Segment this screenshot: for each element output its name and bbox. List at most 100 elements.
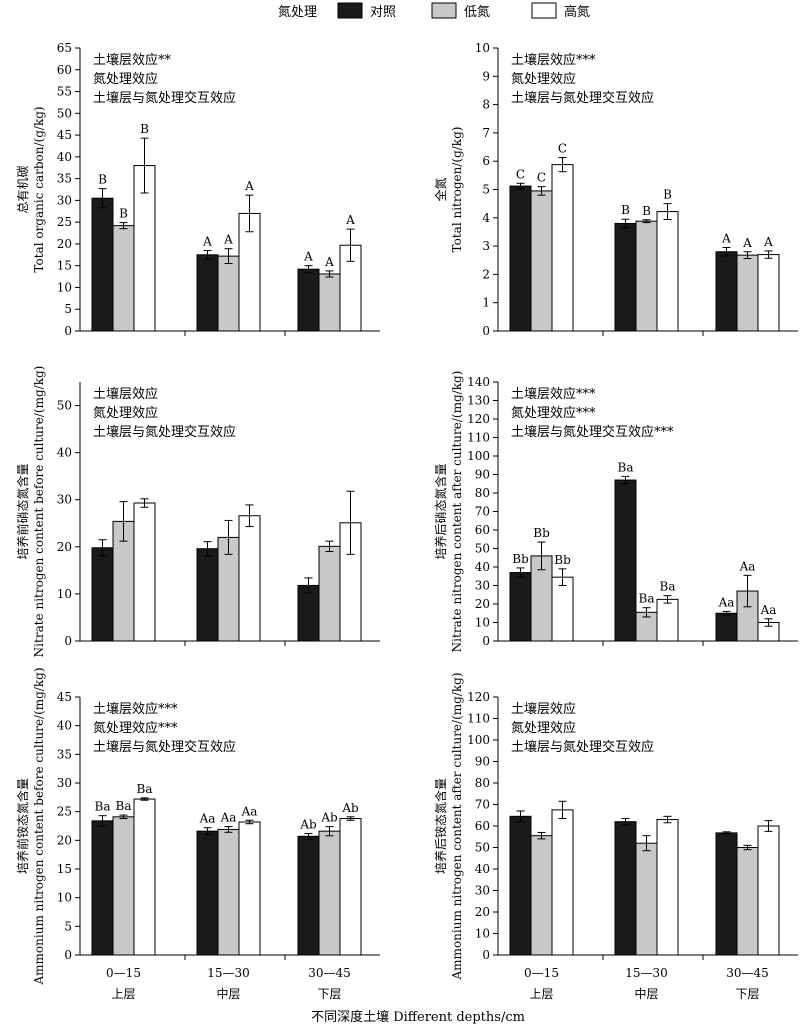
chart-panel: 0 5 10 15 20 25 30 35 40 45 50 55 60 65 总有机碳 Total orga…: [16, 41, 380, 338]
y-tick-label: 20: [57, 237, 72, 251]
y-tick-label: 35: [57, 747, 72, 761]
effect-annotation: 土壤层效应**: [93, 52, 172, 68]
y-tick-label: 55: [57, 85, 72, 99]
y-tick-label: 0: [64, 324, 72, 338]
bar: [133, 798, 156, 956]
y-tick-label: 110: [467, 712, 490, 726]
y-axis-label-en: Ammonium nitrogen content after culture/…: [450, 673, 464, 981]
significance-label: B: [98, 173, 107, 187]
y-tick-label: 5: [64, 302, 72, 316]
bar: [614, 222, 637, 332]
y-tick-label: 10: [475, 41, 490, 55]
y-tick-label: 0: [64, 948, 72, 962]
y-tick-label: 10: [57, 280, 72, 294]
bar: [656, 211, 679, 332]
bar: [530, 190, 553, 332]
effect-annotation: 氮处理效应***: [93, 720, 178, 736]
x-layer-label: 中层: [634, 986, 658, 1001]
y-axis-label: 培养后铵态氮含量 Ammonium nitrogen content after …: [433, 673, 464, 981]
effect-annotation: 土壤层与氮处理交互效应: [511, 739, 654, 755]
y-tick-label: 20: [475, 597, 490, 611]
bar: [551, 164, 574, 332]
bar: [297, 835, 320, 956]
y-tick-label: 10: [475, 927, 490, 941]
y-tick-label: 0: [482, 324, 490, 338]
bar: [509, 185, 532, 332]
bar: [736, 254, 759, 332]
significance-label: B: [140, 122, 149, 136]
x-layer-label: 下层: [735, 987, 759, 1001]
x-depth-label: 0—15: [106, 966, 141, 980]
x-layer-label: 上层: [529, 987, 553, 1001]
y-tick-label: 50: [475, 542, 490, 556]
y-tick-label: 60: [57, 63, 72, 77]
significance-label: Bb: [512, 552, 529, 566]
y-tick-label: 70: [475, 798, 490, 812]
y-tick-label: 4: [482, 211, 490, 225]
bar: [91, 820, 114, 956]
y-tick-label: 9: [482, 69, 490, 83]
y-axis-label-cn: 培养后铵态氮含量: [433, 778, 448, 874]
effect-annotation: 土壤层与氮处理交互效应: [93, 424, 236, 440]
bar: [238, 515, 261, 642]
significance-label: A: [742, 236, 752, 250]
chart-panel: 0 5 10 15 20 25 30 35 40 45 培养前铵态氮含量 Ammonium nitro…: [15, 667, 380, 1001]
bar: [715, 832, 738, 956]
y-tick-label: 15: [57, 259, 72, 273]
bar: [715, 251, 738, 332]
y-tick-label: 90: [475, 468, 490, 482]
legend-swatch: [337, 2, 363, 19]
significance-label: Aa: [739, 559, 756, 573]
bar: [318, 273, 341, 332]
bar: [217, 255, 240, 332]
significance-label: Ba: [639, 592, 655, 606]
significance-label: C: [537, 171, 546, 185]
effect-annotation: 土壤层效应: [511, 701, 576, 717]
y-tick-label: 15: [57, 862, 72, 876]
y-tick-label: 120: [467, 412, 490, 426]
significance-label: A: [721, 232, 731, 246]
y-tick-label: 80: [475, 486, 490, 500]
bar: [614, 479, 637, 642]
significance-label: Ab: [320, 811, 338, 825]
y-tick-label: 10: [57, 891, 72, 905]
significance-label: A: [763, 235, 773, 249]
y-tick-label: 30: [57, 776, 72, 790]
y-tick-label: 3: [482, 239, 490, 253]
bar: [91, 197, 114, 332]
y-tick-label: 25: [57, 805, 72, 819]
y-tick-label: 40: [475, 862, 490, 876]
bar: [217, 828, 240, 956]
y-tick-label: 60: [475, 523, 490, 537]
significance-label: Ab: [341, 801, 359, 815]
y-tick-label: 10: [475, 616, 490, 630]
bar: [112, 225, 135, 332]
x-depth-label: 15—30: [207, 966, 250, 980]
bar: [91, 547, 114, 642]
y-tick-label: 5: [64, 919, 72, 933]
y-axis-label: 全氮 Total nitrogen/(g/kg): [433, 127, 464, 253]
significance-label: A: [324, 255, 334, 269]
x-depth-label: 0—15: [524, 966, 559, 980]
x-depth-label: 30—45: [308, 966, 351, 980]
bar: [297, 584, 320, 642]
significance-label: Bb: [533, 526, 550, 540]
bar: [196, 254, 219, 332]
y-tick-label: 45: [57, 690, 72, 704]
bar: [339, 818, 362, 956]
legend: 氮处理 对照 低氮 高氮: [278, 2, 590, 20]
effect-annotation: 氮处理效应: [511, 71, 576, 87]
y-tick-label: 50: [475, 841, 490, 855]
bar: [297, 268, 320, 332]
bar: [757, 825, 780, 956]
bar: [509, 815, 532, 956]
effect-annotation: 氮处理效应: [93, 405, 158, 421]
legend-label: 对照: [370, 5, 396, 20]
y-tick-label: 65: [57, 41, 72, 55]
bar: [530, 835, 553, 956]
effect-annotation: 土壤层与氮处理交互效应: [93, 90, 236, 106]
y-tick-label: 0: [64, 634, 72, 648]
y-axis-label: 总有机碳 Total organic carbon/(g/kg): [16, 106, 46, 272]
